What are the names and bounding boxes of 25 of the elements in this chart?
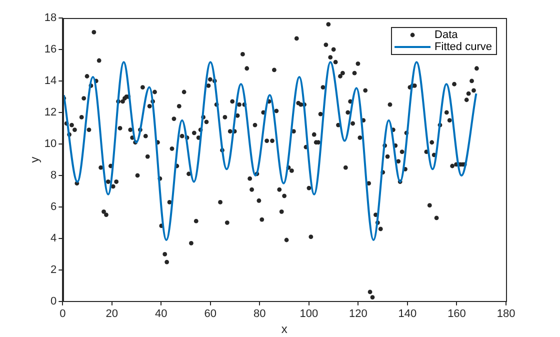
y-tick-label: 8 bbox=[50, 169, 57, 182]
y-tick-label: 14 bbox=[44, 75, 57, 88]
y-tick-label: 18 bbox=[44, 12, 57, 24]
x-tick-label: 100 bbox=[300, 308, 318, 320]
y-tick-label: 12 bbox=[44, 106, 57, 118]
line-series bbox=[62, 61, 478, 241]
x-axis-title: x bbox=[281, 322, 288, 336]
y-tick-label: 2 bbox=[50, 264, 57, 276]
y-axis-title: y bbox=[28, 156, 42, 163]
x-tick-label: 160 bbox=[448, 308, 466, 320]
x-tick-label: 60 bbox=[204, 308, 217, 320]
x-tick-label: 180 bbox=[496, 308, 516, 320]
y-tick-label: 4 bbox=[50, 232, 57, 244]
x-tick-label: 20 bbox=[106, 308, 118, 320]
y-tick-label: 16 bbox=[44, 44, 57, 56]
x-tick-label: 0 bbox=[60, 308, 66, 320]
x-tick-label: 140 bbox=[398, 308, 417, 320]
y-tick-label: 0 bbox=[50, 295, 57, 308]
legend-label: Fitted curve bbox=[434, 41, 492, 54]
y-tick-label: 6 bbox=[50, 200, 57, 213]
y-tick-label: 10 bbox=[44, 138, 57, 150]
x-tick-label: 120 bbox=[349, 308, 368, 320]
x-tick-label: 80 bbox=[254, 308, 266, 320]
legend-label: Data bbox=[434, 29, 459, 42]
x-tick-label: 40 bbox=[155, 308, 168, 320]
